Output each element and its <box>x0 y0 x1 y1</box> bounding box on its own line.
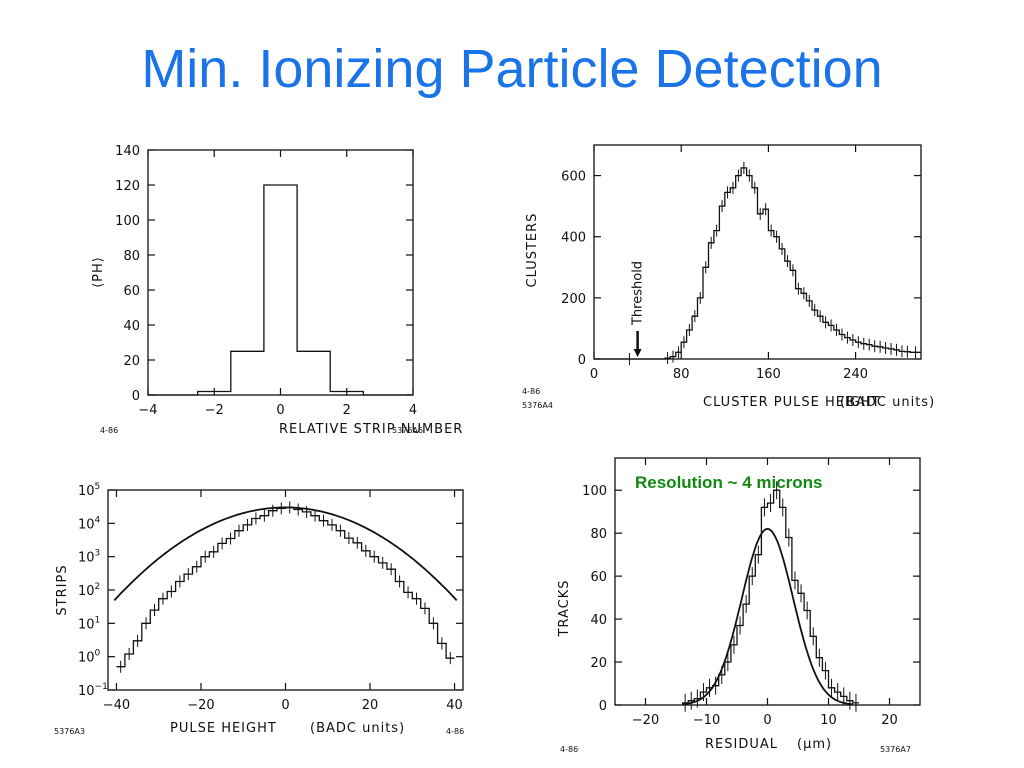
x-tick-label: 20 <box>362 698 379 713</box>
x-tick-label: 0 <box>590 367 598 382</box>
plot-frame <box>614 457 921 706</box>
y-tick-label: 20 <box>590 656 607 671</box>
x-tick-label: −20 <box>632 713 659 728</box>
x-tick-label: 240 <box>843 367 868 382</box>
y-tick-label: 105 <box>78 482 100 499</box>
y-axis-label: CLUSTERS <box>525 213 540 288</box>
y-tick-label: 0 <box>132 389 140 404</box>
x-tick-label: 10 <box>820 713 837 728</box>
y-tick-label: 100 <box>78 649 101 666</box>
y-tick-label: 80 <box>123 249 140 264</box>
y-tick-label: 60 <box>123 284 140 299</box>
slide-title: Min. Ionizing Particle Detection <box>141 39 883 99</box>
x-tick-label: −40 <box>103 698 130 713</box>
chart-cluster: 0 80 160 240 0 200 400 600 CLUSTER PULSE HEIGHT(… <box>522 144 935 410</box>
histogram-series <box>148 184 413 396</box>
chart-residual: −20 −10 0 10 20 0 20 40 60 80 100 RESIDUAL (μm) TRACK… <box>557 457 921 754</box>
threshold-arrow-head <box>633 349 642 357</box>
y-tick-label: 0 <box>599 699 607 714</box>
y-tick-label: 40 <box>123 319 140 334</box>
figure-code: 5376A3 <box>54 727 85 736</box>
x-tick-label: 40 <box>446 698 463 713</box>
threshold-label: Threshold <box>631 261 646 326</box>
x-tick-label: 4 <box>409 403 417 418</box>
figure-code: 4-86 <box>446 727 464 736</box>
figure-code: 4-86 <box>100 426 118 435</box>
chart-pulse: −40 −20 0 20 40 105 104 103 102 101 100 10−1 PULSE H… <box>54 482 464 736</box>
y-tick-label: 10−1 <box>78 682 108 699</box>
y-tick-label: 60 <box>590 570 607 585</box>
y-axis-label: ⟨PH⟩ <box>91 256 106 288</box>
x-tick-label: 20 <box>881 713 898 728</box>
plot-frame <box>147 149 414 396</box>
x-tick-label: 160 <box>756 367 781 382</box>
y-tick-label: 120 <box>115 179 140 194</box>
x-tick-label: 2 <box>343 403 351 418</box>
y-tick-label: 104 <box>78 515 101 532</box>
y-axis-label: STRIPS <box>55 564 70 615</box>
x-tick-label: −20 <box>187 698 214 713</box>
figure-code: 5376A7 <box>880 745 911 754</box>
plot-frame <box>593 144 922 360</box>
y-tick-label: 103 <box>78 549 100 566</box>
plot-frame <box>107 489 464 691</box>
y-tick-label: 0 <box>578 353 586 368</box>
x-axis-label: RESIDUAL <box>705 737 778 752</box>
resolution-annotation: Resolution ~ 4 microns <box>635 473 823 492</box>
x-axis-unit: (BADC units) <box>840 395 935 410</box>
x-axis-label: PULSE HEIGHT <box>170 721 277 736</box>
histogram-series <box>682 489 859 704</box>
y-tick-label: 102 <box>78 582 100 599</box>
x-axis-unit: (BADC units) <box>310 721 405 736</box>
x-axis-unit: (μm) <box>797 737 832 752</box>
x-tick-label: 0 <box>281 698 289 713</box>
y-tick-label: 100 <box>115 214 140 229</box>
figure-code: 5376A6 <box>392 426 423 435</box>
x-tick-label: −10 <box>693 713 720 728</box>
fit-curve <box>113 506 458 602</box>
figure-code: 5376A4 <box>522 401 553 410</box>
y-tick-label: 140 <box>115 144 140 159</box>
histogram-series <box>116 506 455 668</box>
y-tick-label: 600 <box>561 170 586 185</box>
x-axis-label: CLUSTER PULSE HEIGHT <box>703 395 881 410</box>
y-axis-label: TRACKS <box>557 580 572 638</box>
y-tick-label: 40 <box>590 613 607 628</box>
x-tick-label: 80 <box>673 367 690 382</box>
y-tick-label: 200 <box>561 292 586 307</box>
x-tick-label: 0 <box>276 403 284 418</box>
x-tick-label: −2 <box>205 403 224 418</box>
x-axis-label: RELATIVE STRIP NUMBER <box>279 422 463 437</box>
figure-code: 4-86 <box>560 745 578 754</box>
y-tick-label: 100 <box>582 484 607 499</box>
figure-code: 4-86 <box>522 387 540 396</box>
y-tick-label: 80 <box>590 527 607 542</box>
y-tick-label: 20 <box>123 354 140 369</box>
y-tick-label: 101 <box>78 615 100 632</box>
fit-curve <box>682 527 853 706</box>
x-tick-label: −4 <box>138 403 157 418</box>
y-tick-label: 400 <box>561 231 586 246</box>
x-tick-label: 0 <box>763 713 771 728</box>
